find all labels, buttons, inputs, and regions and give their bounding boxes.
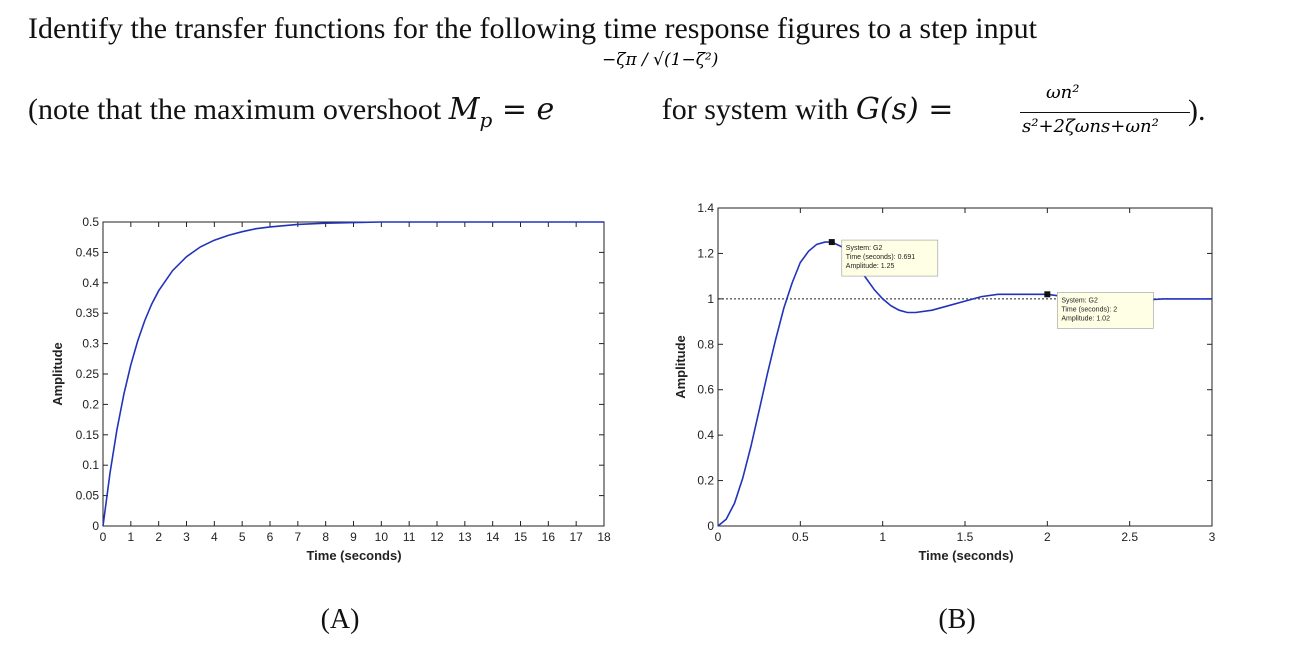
x-tick-label: 2 [1044,530,1051,544]
x-tick-label: 12 [430,530,444,544]
x-tick-label: 13 [458,530,472,544]
x-tick-label: 11 [403,530,416,544]
series-line [102,221,604,527]
x-tick-label: 0 [100,530,107,544]
y-tick-label: 1 [707,292,714,306]
x-tick-label: 1 [127,530,134,544]
question-line-1: Identify the transfer functions for the … [28,12,1037,45]
y-tick-label: 0 [707,519,714,533]
x-tick-label: 7 [294,530,301,544]
y-tick-label: 1.4 [697,201,714,215]
y-tick-label: 0.6 [697,383,714,397]
y-tick-label: 1.2 [697,246,714,260]
x-tick-label: 0 [715,530,722,544]
y-tick-label: 0.5 [82,215,99,229]
x-tick-label: 14 [486,530,500,544]
x-axis-label: Time (seconds) [918,548,1013,563]
closing-paren: ). [1188,94,1206,127]
y-axis-label: Amplitude [673,335,688,399]
y-tick-label: 0.45 [76,245,100,259]
datatip-line: Time (seconds): 0.691 [846,254,915,261]
x-tick-label: 6 [267,530,274,544]
x-tick-label: 15 [514,530,528,544]
x-tick-label: 18 [597,530,611,544]
x-axis-label: Time (seconds) [306,548,401,563]
mp-symbol: M [448,92,480,127]
y-tick-label: 0.25 [76,367,100,381]
x-tick-label: 17 [569,530,583,544]
panel-label: (B) [938,604,975,635]
y-tick-label: 0.4 [82,276,99,290]
datatip-line: System: G2 [846,245,883,252]
plot-frame [102,221,605,527]
y-tick-label: 0 [92,519,99,533]
datatip-line: Time (seconds): 2 [1061,306,1117,313]
datatip-box [1057,292,1154,329]
x-tick-label: 16 [542,530,556,544]
datatip-line: System: G2 [1061,297,1098,304]
x-tick-label: 9 [350,530,357,544]
x-tick-label: 2.5 [1121,530,1138,544]
y-tick-label: 0.2 [82,397,99,411]
tf-numerator: ωn² [1046,82,1080,103]
y-tick-label: 0.05 [76,489,100,503]
tf-denominator: s²+2ζωns+ωn² [1022,116,1159,137]
x-tick-label: 2 [155,530,162,544]
y-tick-label: 0.8 [697,337,714,351]
x-tick-label: 3 [1209,530,1216,544]
x-tick-label: 4 [211,530,218,544]
series-line [717,241,1212,527]
y-tick-label: 0.15 [76,428,100,442]
x-tick-label: 1 [879,530,886,544]
x-tick-label: 1.5 [957,530,974,544]
datatip-marker [828,239,835,246]
panel-label: (A) [321,604,360,635]
y-tick-label: 0.2 [697,474,714,488]
x-tick-label: 5 [239,530,246,544]
y-axis-label: Amplitude [50,342,65,406]
overshoot-exponent: −ζπ / √(1−ζ²) [602,50,719,70]
y-tick-label: 0.1 [82,458,99,472]
fraction-bar [1020,112,1190,113]
line2-mid: for system with [654,93,856,126]
x-tick-label: 3 [183,530,190,544]
x-tick-label: 10 [375,530,389,544]
equals-e: = e [492,92,555,127]
datatip-line: Amplitude: 1.25 [846,263,895,270]
datatip-marker [1044,291,1051,298]
line2-prefix: (note that the maximum overshoot [28,93,449,126]
gs-symbol: G(s) = [855,92,954,127]
datatip-box [841,239,939,277]
y-tick-label: 0.3 [82,337,99,351]
x-tick-label: 0.5 [792,530,809,544]
plot-frame [717,207,1213,527]
y-tick-label: 0.35 [76,306,100,320]
y-tick-label: 0.4 [697,428,714,442]
question-line-2: (note that the maximum overshoot Mp = e … [28,92,953,132]
x-tick-label: 8 [322,530,329,544]
mp-subscript: p [479,108,493,132]
datatip-line: Amplitude: 1.02 [1061,315,1110,322]
